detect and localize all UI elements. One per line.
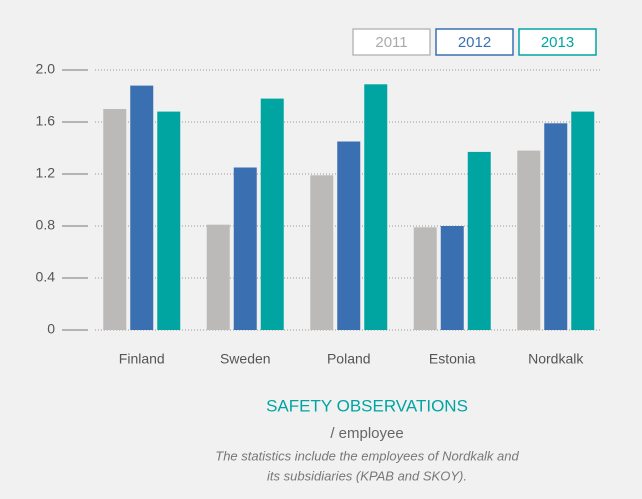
bar [544,123,568,330]
bar [517,150,541,330]
legend-label: 2013 [541,34,574,51]
bar [440,226,464,330]
x-tick-label: Nordkalk [528,351,584,367]
y-tick-label: 2.0 [36,61,56,77]
legend-box [518,28,597,56]
bar [364,84,388,330]
legend-label: 2012 [458,34,491,51]
bar [571,111,595,330]
note: The statistics include the employees of … [215,448,519,463]
bar [260,98,284,330]
y-tick-label: 0 [47,321,55,337]
bar [467,151,491,330]
bar [103,109,127,330]
x-tick-label: Estonia [429,351,476,367]
x-tick-label: Finland [119,351,165,367]
bar [130,85,154,330]
bar [413,227,437,330]
y-tick-label: 0.8 [36,217,56,233]
bar [157,111,181,330]
bar [233,167,257,330]
legend-label: 2011 [375,34,407,51]
bar [206,224,230,330]
y-tick-label: 1.2 [36,165,56,181]
note: its subsidiaries (KPAB and SKOY). [267,468,467,483]
legend-box [435,28,514,56]
legend-box [352,28,431,56]
chart-subtitle: / employee [330,425,403,442]
y-tick-label: 1.6 [36,113,56,129]
bar [337,141,361,330]
chart-title: SAFETY OBSERVATIONS [266,396,468,415]
y-tick-label: 0.4 [36,269,56,285]
x-tick-label: Sweden [220,351,271,367]
bar [310,175,334,330]
x-tick-label: Poland [327,351,371,367]
